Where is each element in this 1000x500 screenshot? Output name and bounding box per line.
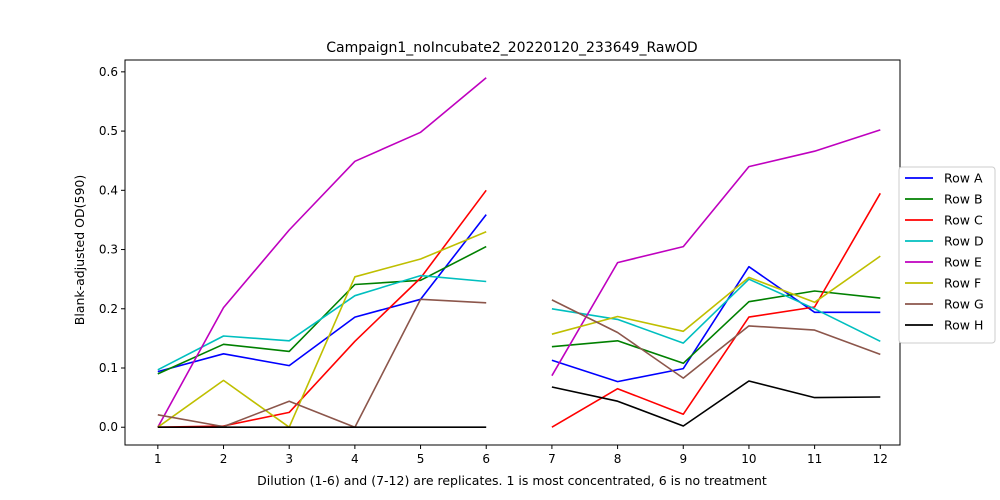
x-tick-label: 5 — [417, 452, 425, 466]
y-tick-label: 0.6 — [99, 65, 118, 79]
y-axis: 0.0 0.1 0.2 0.3 0.4 0.5 0.6 — [99, 65, 125, 434]
series-row-f — [157, 231, 881, 429]
series-row-h — [157, 380, 881, 429]
legend-item: Row G — [905, 297, 984, 312]
legend: Row A Row B Row C Row D Row E Row F Row G Row H — [898, 166, 996, 344]
x-tick-label: 6 — [482, 452, 490, 466]
series-line-segment-1 — [157, 214, 487, 373]
x-axis: 1 2 3 4 5 6 7 8 9 10 11 12 — [154, 445, 888, 466]
y-tick-label: 0.1 — [99, 361, 118, 375]
x-tick-label: 1 — [154, 452, 162, 466]
x-axis-label: Dilution (1-6) and (7-12) are replicates… — [257, 473, 767, 488]
series-line-segment-2 — [551, 265, 881, 383]
y-tick-label: 0.3 — [99, 243, 118, 257]
series-line-segment-1 — [157, 189, 487, 428]
y-tick-label: 0.5 — [99, 124, 118, 138]
x-tick-label: 4 — [351, 452, 359, 466]
series-row-d — [157, 274, 881, 371]
legend-label: Row E — [944, 255, 982, 270]
legend-label: Row C — [944, 213, 983, 228]
legend-item: Row C — [905, 213, 983, 228]
legend-label: Row A — [944, 171, 983, 186]
x-tick-label: 3 — [285, 452, 293, 466]
legend-label: Row H — [944, 318, 983, 333]
legend-box — [898, 166, 996, 344]
series-line-segment-1 — [157, 274, 487, 371]
series-row-c — [157, 189, 881, 428]
chart-title: Campaign1_noIncubate2_20220120_233649_Ra… — [326, 40, 697, 56]
y-tick-label: 0.0 — [99, 420, 118, 434]
legend-label: Row F — [944, 276, 981, 291]
x-tick-label: 7 — [548, 452, 556, 466]
x-tick-label: 10 — [741, 452, 756, 466]
y-tick-label: 0.4 — [99, 183, 118, 197]
legend-item: Row D — [905, 234, 984, 249]
legend-item: Row E — [905, 255, 982, 270]
series-line-segment-2 — [551, 299, 881, 379]
x-tick-label: 8 — [614, 452, 622, 466]
legend-label: Row D — [944, 234, 984, 249]
legend-item: Row A — [905, 171, 983, 186]
legend-item: Row F — [905, 276, 981, 291]
series-line-segment-1 — [157, 77, 487, 428]
legend-label: Row B — [944, 192, 983, 207]
series-line-segment-1 — [157, 298, 487, 429]
legend-label: Row G — [944, 297, 984, 312]
series-line-segment-2 — [551, 255, 881, 335]
x-tick-label: 2 — [220, 452, 228, 466]
x-tick-label: 11 — [807, 452, 822, 466]
legend-item: Row B — [905, 192, 983, 207]
x-tick-label: 12 — [873, 452, 888, 466]
series-line-segment-2 — [551, 278, 881, 344]
series-row-e — [157, 77, 881, 428]
y-axis-label: Blank-adjusted OD(590) — [72, 175, 87, 325]
legend-item: Row H — [905, 318, 983, 333]
series-line-segment-2 — [551, 380, 881, 427]
series-line-segment-2 — [551, 192, 881, 428]
series-line-segment-2 — [551, 290, 881, 365]
series-line-segment-1 — [157, 231, 487, 429]
series-row-g — [157, 298, 881, 429]
x-tick-label: 9 — [679, 452, 687, 466]
series-line-segment-2 — [551, 129, 881, 377]
y-tick-label: 0.2 — [99, 302, 118, 316]
series-row-a — [157, 214, 881, 383]
series-layer — [157, 77, 881, 429]
